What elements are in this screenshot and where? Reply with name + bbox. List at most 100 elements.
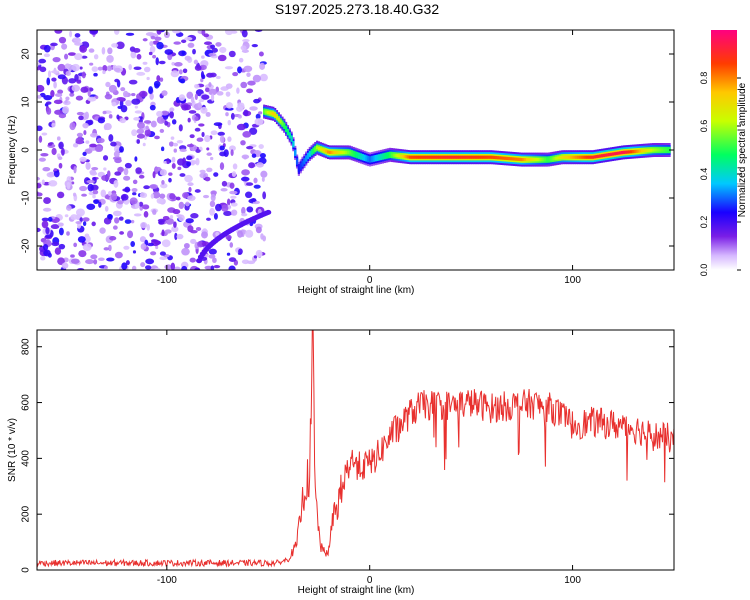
spectrogram-noise-cell xyxy=(67,52,76,56)
spectrogram-noise-cell xyxy=(172,142,179,147)
spectrogram-ridge-cell xyxy=(637,149,640,153)
spectrogram-noise-cell xyxy=(148,86,154,94)
spectrogram-noise-cell xyxy=(142,204,150,210)
spectrogram-arc-cell xyxy=(196,258,203,264)
spectrogram-noise-cell xyxy=(114,157,122,164)
spectrogram-ridge-cell xyxy=(491,155,494,159)
spectrogram-noise-cell xyxy=(113,179,119,188)
spectrogram-noise-cell xyxy=(51,147,57,156)
spectrogram-ridge-cell xyxy=(473,155,476,159)
spectrogram-noise-cell xyxy=(193,59,199,65)
spectrogram-ridge-cell xyxy=(661,148,664,152)
spectrogram-ridge-cell xyxy=(642,149,646,153)
spectrogram-noise-cell xyxy=(159,256,168,261)
spectrogram-noise-cell xyxy=(66,231,70,236)
spectrogram-noise-cell xyxy=(106,257,115,262)
spectrogram-ridge-cell xyxy=(568,155,571,159)
spectrogram-noise-cell xyxy=(128,64,132,71)
spectrogram-noise-cell xyxy=(187,195,196,201)
spectrogram-ridge-cell xyxy=(628,150,631,154)
spectrogram-ridge-cell xyxy=(268,111,271,115)
spectrogram-ridge-cell xyxy=(509,157,512,161)
spectrogram-noise-cell xyxy=(133,116,141,121)
spectrogram-noise-cell xyxy=(174,232,178,241)
spectrogram-noise-cell xyxy=(45,226,50,235)
spectrogram-noise-cell xyxy=(139,236,147,243)
spectrogram-noise-cell xyxy=(79,66,83,70)
spectrogram-ridge-cell xyxy=(319,147,322,151)
spectrogram-ridge-cell xyxy=(646,148,649,153)
spectrogram-noise-cell xyxy=(48,171,56,176)
spectrogram-noise-cell xyxy=(78,115,84,121)
spectrogram-noise-cell xyxy=(131,93,136,97)
spectrogram-noise-cell xyxy=(181,265,188,270)
spectrogram-ridge-cell xyxy=(544,158,547,162)
spectrogram-noise-cell xyxy=(107,214,113,220)
spectrogram-noise-cell xyxy=(246,72,251,78)
spectrogram-noise-cell xyxy=(255,249,263,258)
spectrogram-noise-cell xyxy=(75,221,83,225)
spectrogram-ridge-cell xyxy=(328,150,332,154)
spectrogram-ridge-cell xyxy=(652,148,655,152)
spectrogram-noise-cell xyxy=(167,53,173,61)
spectrogram-noise-cell xyxy=(75,95,84,101)
spectrogram-noise-cell xyxy=(241,30,248,38)
spectrogram-noise-cell xyxy=(50,42,58,47)
spectrogram-ridge-cell xyxy=(387,153,390,157)
spectrogram-noise-cell xyxy=(57,257,65,265)
snr-x-label: Height of straight line (km) xyxy=(298,585,415,596)
spectrogram-noise-cell xyxy=(83,130,87,136)
spectrogram-noise-cell xyxy=(204,265,213,270)
spectrogram-noise-cell xyxy=(103,217,112,225)
spectrogram-noise-cell xyxy=(103,167,107,171)
spectrogram-noise-cell xyxy=(201,55,205,59)
spectrogram-noise-cell xyxy=(50,89,55,98)
spectrogram-noise-cell xyxy=(239,102,245,110)
spectrogram-noise-cell xyxy=(128,79,138,85)
spectrogram-noise-cell xyxy=(209,72,217,78)
spectrogram-noise-cell xyxy=(58,243,66,250)
spectrogram-noise-cell xyxy=(156,110,163,117)
spectrogram-noise-cell xyxy=(213,122,223,127)
spectrogram-ridge-cell xyxy=(288,133,291,137)
spectrogram-noise-cell xyxy=(110,192,118,201)
spectrogram-noise-cell xyxy=(203,41,213,46)
spectrogram-ridge-cell xyxy=(655,148,658,152)
spectrogram-noise-cell xyxy=(145,32,155,37)
spectrogram-noise-cell xyxy=(76,79,82,84)
spectrogram-noise-cell xyxy=(91,166,99,171)
spectrogram-noise-cell xyxy=(170,136,175,140)
spectrogram-noise-cell xyxy=(47,70,52,78)
spectrogram-noise-cell xyxy=(161,180,165,185)
spectrogram-noise-cell xyxy=(226,198,231,206)
spectrogram-ridge-cell xyxy=(327,150,330,154)
spectrogram-noise-cell xyxy=(98,257,105,261)
spectrogram-noise-cell xyxy=(72,143,79,148)
spectrogram-noise-cell xyxy=(79,185,88,192)
spectrogram-noise-cell xyxy=(246,88,254,94)
spectrogram-noise-cell xyxy=(77,267,85,270)
spectrogram-ridge-cell xyxy=(275,115,279,119)
spectrogram-noise-cell xyxy=(69,92,75,97)
spectrogram-noise-cell xyxy=(37,84,45,93)
spectrogram-ridge-cell xyxy=(310,150,313,154)
spectrogram-noise-cell xyxy=(168,141,174,147)
spectrogram-noise-cell xyxy=(108,114,113,119)
spectrogram-noise-cell xyxy=(116,97,125,101)
spectrogram-noise-cell xyxy=(76,111,84,116)
x-tick-label: -100 xyxy=(157,275,177,286)
spectrogram-ridge-cell xyxy=(653,148,657,152)
figure-title: S197.2025.273.18.40.G32 xyxy=(275,1,439,17)
spectrogram-noise-cell xyxy=(229,182,235,189)
spectrogram-noise-cell xyxy=(178,124,183,132)
spectrogram-ridge-cell xyxy=(502,156,505,160)
y-tick-label: 400 xyxy=(21,450,32,467)
spectrogram-noise-cell xyxy=(156,198,164,204)
spectrogram-noise-cell xyxy=(130,241,136,247)
spectrogram-ridge-cell xyxy=(482,155,485,159)
spectrogram-noise-cell xyxy=(182,192,190,199)
spectrogram-noise-cell xyxy=(229,145,236,151)
spectrogram-ridge-cell xyxy=(297,167,301,171)
spectrogram-noise-cell xyxy=(208,82,212,88)
spectrogram-x-label: Height of straight line (km) xyxy=(298,285,415,296)
